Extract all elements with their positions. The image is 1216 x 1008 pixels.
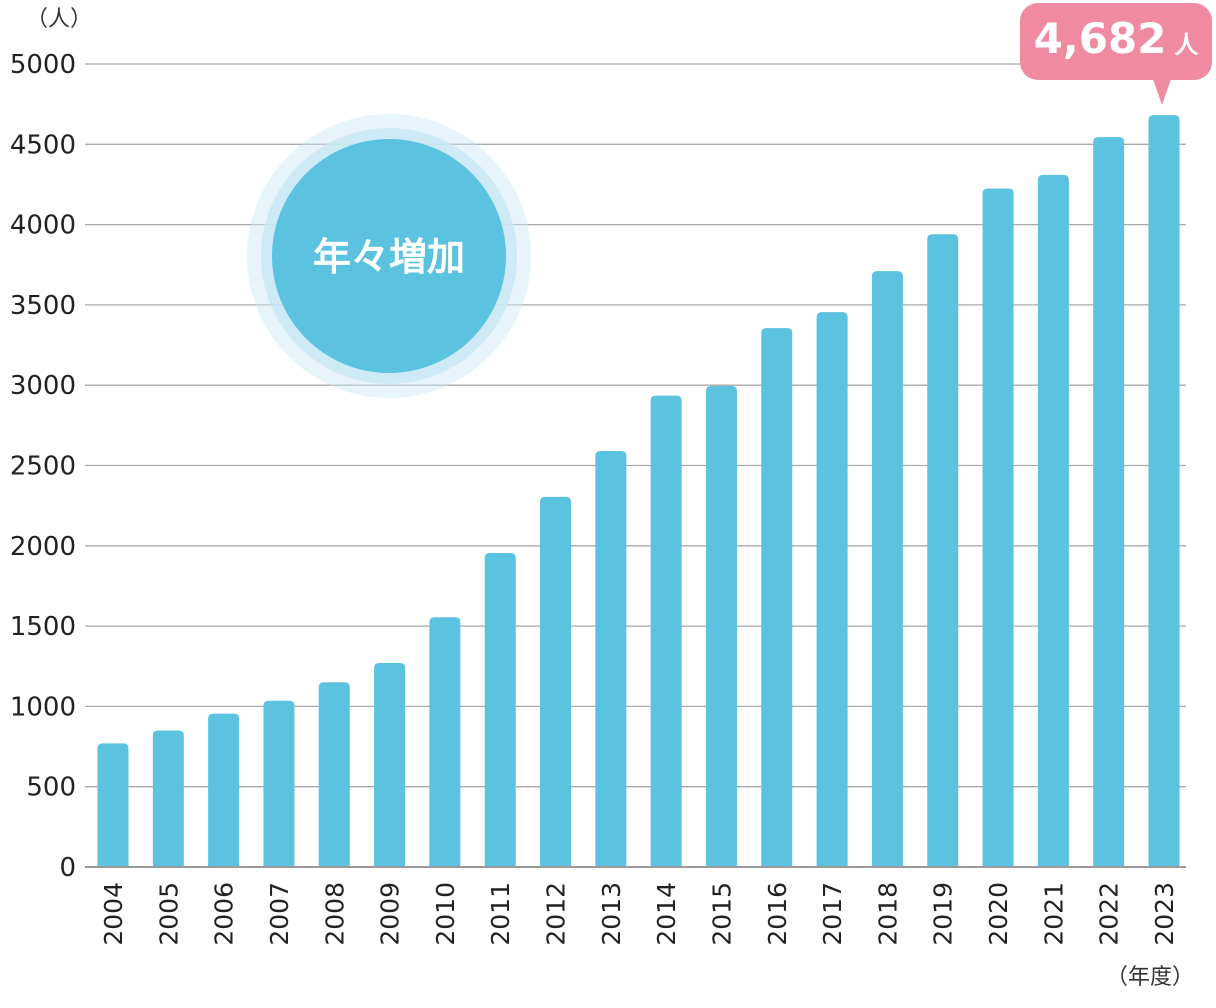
x-tick-label: 2019	[929, 882, 958, 946]
x-tick-label: 2006	[210, 882, 239, 946]
y-tick-label: 2000	[10, 532, 76, 562]
y-tick-label: 1500	[10, 612, 76, 642]
bar-2008	[318, 682, 350, 867]
y-tick-label: 5000	[10, 50, 76, 80]
x-tick-label: 2005	[154, 882, 183, 946]
bar-2012	[540, 496, 572, 867]
x-tick-label: 2010	[431, 882, 460, 946]
x-tick-label: 2008	[320, 882, 349, 946]
y-tick-label: 2500	[10, 452, 76, 482]
increase-badge: 年々増加	[247, 114, 531, 398]
y-tick-label: 3000	[10, 371, 76, 401]
y-tick-label: 500	[26, 773, 76, 803]
bar-2004	[97, 743, 129, 867]
x-tick-label: 2007	[265, 882, 294, 946]
y-tick-label: 4000	[10, 211, 76, 241]
bar-2023	[1148, 115, 1180, 867]
x-axis-unit-label: （年度）	[1106, 965, 1194, 990]
bar-2019	[927, 234, 959, 868]
y-tick-label: 3500	[10, 291, 76, 321]
x-tick-label: 2012	[542, 882, 571, 946]
bar-2014	[650, 395, 682, 867]
callout-pointer	[1153, 79, 1171, 105]
bar-2020	[982, 188, 1014, 868]
bar-2018	[871, 271, 903, 867]
latest-value-callout: 4,682 人	[1020, 3, 1212, 80]
x-tick-label: 2017	[818, 882, 847, 946]
x-tick-label: 2014	[652, 882, 681, 946]
bar-2017	[816, 312, 848, 867]
bar-2006	[208, 713, 240, 867]
x-tick-label: 2004	[99, 882, 128, 946]
bar-2010	[429, 617, 461, 867]
x-axis-ticks: 2004 2005 2006 2007 2008 2009 2010 2011 2012 2013…	[99, 882, 1179, 946]
x-tick-label: 2013	[597, 882, 626, 946]
badge-label: 年々増加	[313, 235, 465, 279]
bar-2009	[374, 663, 406, 867]
x-tick-label: 2022	[1095, 882, 1124, 946]
grid-lines	[85, 63, 1186, 788]
y-axis-unit-label: （人）	[26, 7, 92, 32]
x-tick-label: 2023	[1150, 882, 1179, 946]
bar-2015	[705, 386, 737, 867]
y-axis-ticks: 0 500 1000 1500 2000 2500 3000 3500 4000 4500 5000	[10, 50, 76, 883]
x-tick-label: 2016	[763, 882, 792, 946]
bars	[97, 115, 1180, 868]
bar-2022	[1093, 137, 1125, 867]
badge-core	[272, 139, 506, 373]
y-tick-label: 0	[59, 853, 76, 883]
y-tick-label: 1000	[10, 692, 76, 722]
x-tick-label: 2011	[486, 882, 515, 946]
x-tick-label: 2015	[707, 882, 736, 946]
x-tick-label: 2009	[376, 882, 405, 946]
x-tick-label: 2018	[873, 882, 902, 946]
bar-2005	[152, 730, 184, 867]
bar-2011	[484, 553, 516, 867]
bar-2016	[761, 328, 793, 867]
callout-unit: 人	[1174, 31, 1199, 59]
bar-2021	[1037, 174, 1069, 868]
callout-value: 4,682	[1033, 14, 1167, 63]
bar-2013	[595, 451, 627, 867]
bar-2007	[263, 700, 295, 867]
x-tick-label: 2021	[1039, 882, 1068, 946]
y-tick-label: 4500	[10, 130, 76, 160]
x-tick-label: 2020	[984, 882, 1013, 946]
